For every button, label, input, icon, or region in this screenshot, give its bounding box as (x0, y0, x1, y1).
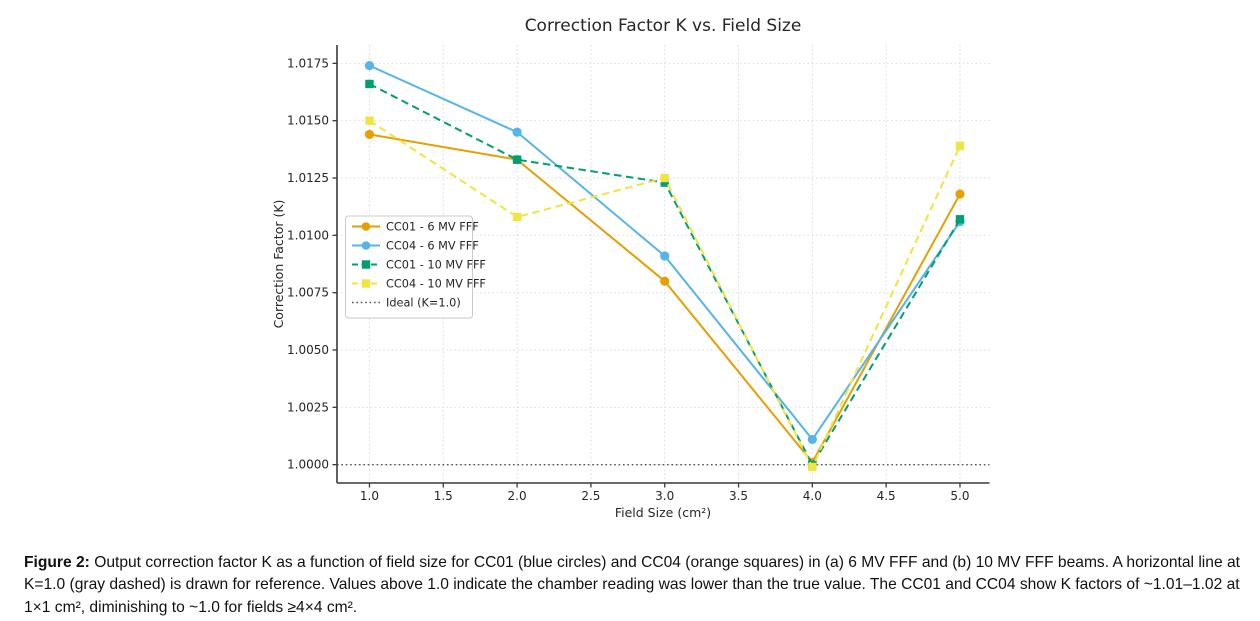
y-tick-label: 1.0050 (287, 343, 329, 357)
x-tick-label: 5.0 (950, 489, 969, 503)
y-tick-label: 1.0075 (287, 286, 329, 300)
series-3-marker (660, 173, 669, 183)
data-series (337, 61, 990, 472)
legend-entry-label: CC01 - 10 MV FFF (386, 258, 486, 271)
series-2-marker (512, 155, 522, 164)
x-tick-label: 3.5 (729, 489, 748, 503)
legend: CC01 - 6 MV FFF CC04 - 6 MV FFF CC01 - 10 … (345, 215, 486, 319)
y-tick-label: 1.0175 (287, 56, 329, 70)
x-tick-label: 4.0 (803, 489, 822, 503)
figure-caption-text: Output correction factor K as a function… (24, 553, 1240, 616)
series-3-marker (512, 212, 522, 222)
series-0-marker (364, 129, 375, 140)
legend-box (345, 215, 473, 319)
y-tick-label: 1.0150 (287, 114, 329, 128)
x-tick-label: 2.5 (581, 489, 600, 503)
y-tick-label: 1.0125 (287, 171, 329, 185)
x-tick-label: 3.0 (655, 489, 674, 503)
chart-title: Correction Factor K vs. Field Size (525, 16, 802, 36)
axes: 1.0 1.5 2.0 2.5 3.0 3.5 4.0 4.5 5.0 1.0000 1.0025 1… (287, 45, 990, 503)
series-1-marker (364, 61, 375, 71)
series-2-marker (660, 178, 669, 187)
legend-marker (361, 260, 371, 269)
y-tick-label: 1.0025 (287, 400, 329, 414)
legend-entry-label: CC04 - 10 MV FFF (386, 277, 486, 290)
series-3-marker (365, 116, 374, 125)
series-0-marker (955, 189, 965, 199)
chart-container: Correction Factor K vs. Field Size 1.0 1.… (271, 16, 990, 520)
series-1-marker (807, 434, 817, 445)
series-0-marker (660, 276, 670, 286)
series-3-marker (955, 141, 965, 151)
y-axis-label: Correction Factor (K) (271, 200, 286, 329)
series-3-marker (808, 462, 817, 472)
figure-caption: Figure 2: Output correction factor K as … (24, 552, 1260, 619)
x-axis-label: Field Size (cm²) (615, 505, 711, 520)
x-tick-label: 1.5 (434, 489, 453, 503)
y-tick-label: 1.0100 (287, 228, 329, 242)
y-tick-label: 1.0000 (287, 458, 329, 472)
figure-caption-label: Figure 2: (24, 553, 90, 571)
correction-factor-chart: Correction Factor K vs. Field Size 1.0 1.… (271, 16, 990, 520)
x-tick-label: 2.0 (508, 489, 527, 503)
legend-entry-label: Ideal (K=1.0) (386, 296, 461, 309)
legend-marker (361, 222, 371, 231)
legend-marker (361, 279, 371, 288)
x-tick-label: 4.5 (877, 489, 896, 503)
series-1-marker (512, 127, 522, 137)
legend-entry-label: CC01 - 6 MV FFF (386, 220, 479, 233)
legend-marker (361, 241, 371, 250)
x-tick-label: 1.0 (360, 489, 379, 503)
series-1-marker (660, 251, 670, 261)
series-2-marker (365, 79, 374, 89)
series-2-marker (955, 215, 965, 224)
legend-entry-label: CC04 - 6 MV FFF (386, 239, 479, 252)
